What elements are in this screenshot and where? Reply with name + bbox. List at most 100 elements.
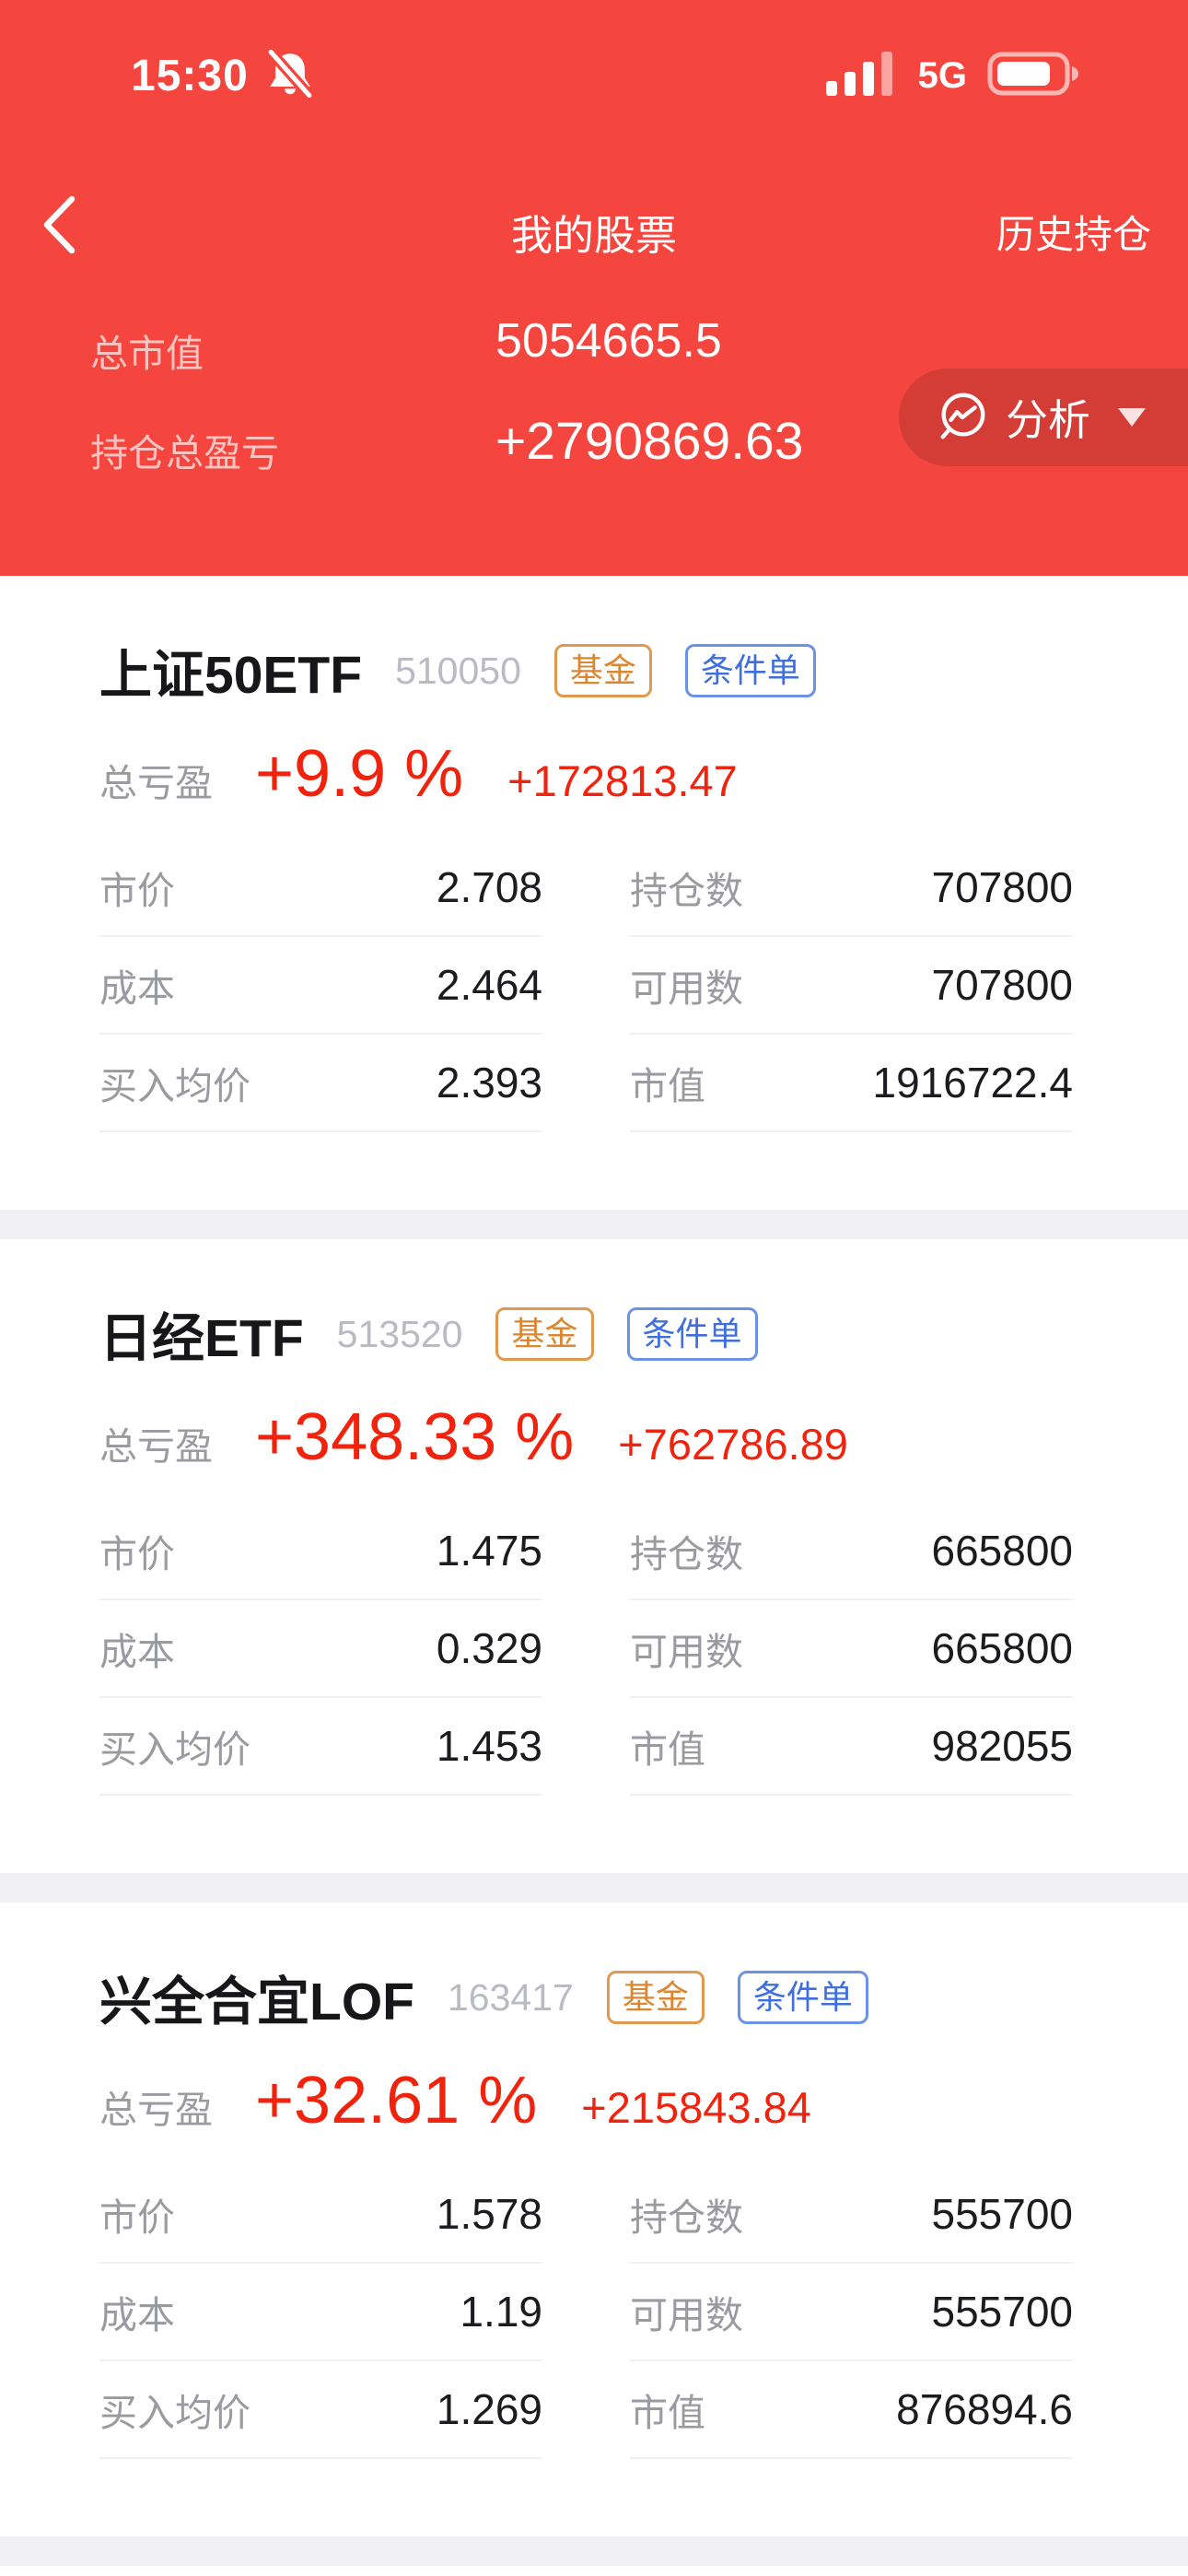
field-label: 持仓数: [630, 2196, 743, 2239]
field-label: 成本: [99, 967, 175, 1010]
field-label: 可用数: [630, 1631, 743, 1673]
pnl-row: 总亏盈 +9.9 % +172813.47: [99, 736, 1073, 817]
card-header: 上证50ETF 510050 基金 条件单: [99, 633, 1073, 708]
total-pnl-label: 持仓总盈亏: [90, 432, 279, 474]
field-row: 买入均价 1.269: [99, 2361, 542, 2459]
pnl-row: 总亏盈 +32.61 % +215843.84: [99, 2063, 1073, 2144]
field-label: 市值: [630, 1065, 705, 1107]
field-row: 市值 1916722.4: [630, 1035, 1073, 1132]
field-label: 市价: [99, 2196, 175, 2239]
field-row: 市值 982055: [630, 1698, 1073, 1796]
field-value: 555700: [931, 2288, 1074, 2336]
pnl-amount: +172813.47: [507, 756, 738, 805]
pnl-label: 总亏盈: [99, 1425, 213, 1468]
bell-slash-icon: [263, 46, 317, 105]
field-value: 2.464: [436, 961, 542, 1009]
fund-tag: 基金: [606, 1971, 705, 2024]
field-label: 持仓数: [630, 1533, 743, 1575]
field-row: 成本 0.329: [99, 1600, 542, 1698]
field-row: 市值 876894.6: [630, 2361, 1073, 2459]
field-label: 买入均价: [99, 1065, 250, 1107]
field-value: 2.708: [436, 863, 542, 911]
pnl-amount: +215843.84: [581, 2083, 811, 2132]
signal-bars-icon: [825, 51, 898, 100]
navbar: 我的股票 历史持仓: [0, 189, 1188, 261]
chevron-left-icon: [43, 195, 76, 254]
field-row: 可用数 555700: [630, 2264, 1073, 2361]
field-value: 0.329: [436, 1624, 542, 1672]
stock-name: 日经ETF: [99, 1309, 304, 1368]
section-separator: [0, 1210, 1188, 1239]
field-value: 665800: [931, 1527, 1074, 1575]
field-value: 1.19: [460, 2288, 542, 2336]
field-value: 555700: [931, 2190, 1074, 2238]
conditional-order-tag[interactable]: 条件单: [737, 1971, 868, 2024]
field-label: 可用数: [630, 967, 743, 1010]
field-value: 1.475: [436, 1527, 542, 1575]
portfolio-header: 15:30: [0, 0, 1188, 576]
position-card[interactable]: 日经ETF 513520 基金 条件单 总亏盈 +348.33 % +76278…: [0, 1239, 1188, 1873]
field-label: 持仓数: [630, 870, 743, 912]
analyze-label: 分析: [1006, 396, 1090, 444]
field-row: 市价 2.708: [99, 839, 542, 937]
field-label: 成本: [99, 2294, 175, 2336]
status-left: 15:30: [131, 46, 317, 105]
field-label: 成本: [99, 1631, 175, 1673]
field-label: 可用数: [630, 2294, 743, 2336]
field-value: 876894.6: [896, 2385, 1073, 2433]
field-row: 可用数 707800: [630, 937, 1073, 1035]
analyze-button[interactable]: 分析: [899, 369, 1188, 466]
field-row: 买入均价 2.393: [99, 1035, 542, 1132]
card-header: 日经ETF 513520 基金 条件单: [99, 1296, 1073, 1372]
field-value: 707800: [931, 863, 1074, 911]
stock-code: 163417: [447, 1975, 574, 2019]
card-header: 兴全合宜LOF 163417 基金 条件单: [99, 1960, 1073, 2035]
network-type: 5G: [917, 54, 967, 96]
pnl-label: 总亏盈: [99, 2089, 213, 2131]
conditional-order-tag[interactable]: 条件单: [684, 644, 816, 697]
stock-name: 兴全合宜LOF: [99, 1973, 414, 2032]
field-row: 成本 2.464: [99, 937, 542, 1035]
pnl-percent: +9.9 %: [255, 737, 464, 811]
trend-circle-icon: [936, 391, 989, 444]
field-value: 1.578: [436, 2190, 542, 2238]
conditional-order-tag[interactable]: 条件单: [626, 1307, 758, 1361]
field-value: 1.453: [436, 1722, 542, 1770]
stock-code: 510050: [395, 649, 521, 692]
section-separator: [0, 2536, 1188, 2566]
status-bar: 15:30: [0, 46, 1188, 105]
total-market-value-label: 总市值: [90, 333, 204, 375]
field-row: 市价 1.578: [99, 2166, 542, 2264]
history-positions-link[interactable]: 历史持仓: [996, 213, 1151, 256]
section-separator: [0, 1873, 1188, 1903]
page-title: 我的股票: [510, 212, 677, 259]
status-right: 5G: [825, 51, 1079, 100]
field-label: 市值: [630, 2392, 705, 2434]
field-value: 982055: [931, 1722, 1074, 1770]
field-label: 买入均价: [99, 2392, 250, 2434]
field-row: 持仓数 707800: [630, 839, 1073, 937]
field-row: 可用数 665800: [630, 1600, 1073, 1698]
position-fields: 市价 1.475 持仓数 665800 成本 0.329 可用数 665800 买入均价…: [99, 1503, 1073, 1796]
pnl-row: 总亏盈 +348.33 % +762786.89: [99, 1399, 1073, 1481]
field-value: 1916722.4: [872, 1059, 1073, 1107]
pnl-percent: +32.61 %: [255, 2064, 538, 2137]
position-card[interactable]: 上证50ETF 510050 基金 条件单 总亏盈 +9.9 % +172813…: [0, 576, 1188, 1210]
total-pnl-value: +2790869.63: [495, 412, 804, 471]
caret-down-icon: [1118, 408, 1146, 427]
position-card[interactable]: 兴全合宜LOF 163417 基金 条件单 总亏盈 +32.61 % +2158…: [0, 1903, 1188, 2536]
position-fields: 市价 1.578 持仓数 555700 成本 1.19 可用数 555700 买入均价 1…: [99, 2166, 1073, 2459]
field-label: 市值: [630, 1728, 705, 1771]
pnl-label: 总亏盈: [99, 762, 213, 804]
field-value: 1.269: [436, 2385, 542, 2433]
field-value: 707800: [931, 961, 1074, 1009]
fund-tag: 基金: [553, 644, 652, 697]
stock-code: 513520: [336, 1312, 463, 1355]
back-button[interactable]: [39, 194, 79, 255]
field-row: 持仓数 665800: [630, 1503, 1073, 1600]
pnl-percent: +348.33 %: [255, 1400, 575, 1474]
fund-tag: 基金: [495, 1307, 594, 1361]
clock: 15:30: [131, 51, 249, 100]
position-fields: 市价 2.708 持仓数 707800 成本 2.464 可用数 707800 买入均价…: [99, 839, 1073, 1132]
